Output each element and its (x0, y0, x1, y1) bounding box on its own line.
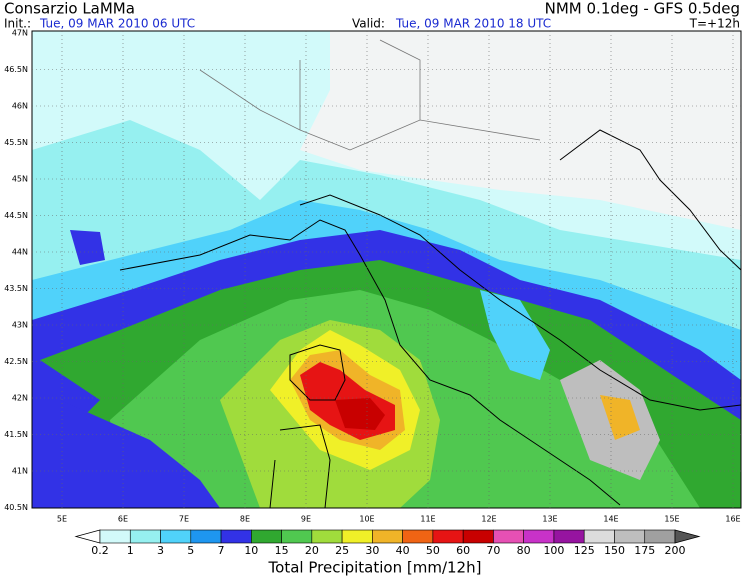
lon-label: 5E (57, 515, 67, 524)
colorbar-label: 25 (335, 544, 349, 557)
colorbar-label: 30 (365, 544, 379, 557)
colorbar-box (311, 529, 343, 544)
colorbar-box (372, 529, 403, 544)
colorbar-box (190, 529, 222, 544)
colorbar-label: 200 (665, 544, 686, 557)
lon-label: 7E (179, 515, 189, 524)
colorbar-box (281, 529, 313, 544)
valid-label: Valid: (352, 17, 385, 31)
model-name: NMM 0.1deg - GFS 0.5deg (545, 0, 740, 18)
lon-label: 12E (481, 515, 496, 524)
colorbar-label: 70 (486, 544, 500, 557)
lat-label: 44.5N (4, 211, 28, 220)
init-label: Init.: (4, 17, 31, 31)
lat-label: 43N (12, 321, 28, 330)
lat-label: 46N (12, 102, 28, 111)
colorbar-label: 15 (275, 544, 289, 557)
colorbar-box (523, 529, 555, 544)
colorbar-box (614, 529, 646, 544)
valid-time: Tue, 09 MAR 2010 18 UTC (395, 17, 551, 31)
graticule: 47N 46.5N 46N 45.5N 45N 44.5N 44N 43.5N 43N 42.5N… (4, 29, 741, 524)
center-name: Consarzio LaMMa (4, 0, 135, 18)
colorbar-label: 50 (426, 544, 440, 557)
lead-time: T=+12h (689, 17, 740, 31)
colorbar-label: 60 (456, 544, 470, 557)
precipitation-field (32, 31, 741, 508)
lon-label: 6E (118, 515, 128, 524)
colorbar-label: 175 (634, 544, 655, 557)
colorbar-label: 10 (244, 544, 258, 557)
colorbar-title: Total Precipitation [mm/12h] (268, 559, 482, 577)
lon-label: 16E (725, 515, 740, 524)
colorbar-box (220, 529, 252, 544)
lat-label: 46.5N (4, 65, 28, 74)
lat-label: 43.5N (4, 284, 28, 293)
colorbar-label: 150 (604, 544, 625, 557)
lat-label: 42N (12, 394, 28, 403)
lat-label: 40.5N (4, 503, 28, 512)
colorbar-label: 1 (127, 544, 134, 557)
lat-label: 41.5N (4, 430, 28, 439)
colorbar-label: 3 (157, 544, 164, 557)
lat-label: 44N (12, 248, 28, 257)
lon-label: 13E (542, 515, 557, 524)
lat-label: 42.5N (4, 357, 28, 366)
colorbar-box (129, 529, 161, 544)
lat-label: 45N (12, 175, 28, 184)
colorbar-label: 80 (517, 544, 531, 557)
lon-label: 8E (240, 515, 250, 524)
colorbar-box (341, 529, 373, 544)
colorbar-box (160, 529, 192, 544)
colorbar: 0.2 1 3 5 7 10 15 20 25 30 40 50 60 70 80 100 125 150 175 2… (74, 529, 701, 557)
lat-label: 45.5N (4, 138, 28, 147)
colorbar-end (674, 529, 701, 544)
colorbar-label: 0.2 (91, 544, 109, 557)
colorbar-box (493, 529, 524, 544)
colorbar-box (583, 529, 615, 544)
colorbar-end (74, 529, 101, 544)
colorbar-label: 40 (396, 544, 410, 557)
colorbar-box (251, 529, 282, 544)
init-time: Tue, 09 MAR 2010 06 UTC (39, 17, 195, 31)
colorbar-box (99, 529, 131, 544)
lat-label: 41N (12, 467, 28, 476)
colorbar-box (462, 529, 494, 544)
colorbar-label: 125 (574, 544, 595, 557)
colorbar-label: 20 (305, 544, 319, 557)
lat-label: 47N (12, 29, 28, 38)
colorbar-label: 100 (543, 544, 564, 557)
colorbar-label: 7 (218, 544, 225, 557)
colorbar-box (432, 529, 464, 544)
colorbar-box (553, 529, 585, 544)
colorbar-box (644, 529, 676, 544)
lon-label: 10E (359, 515, 374, 524)
map-frame (31, 30, 742, 509)
lon-label: 9E (301, 515, 311, 524)
lon-label: 11E (420, 515, 435, 524)
colorbar-box (402, 529, 434, 544)
colorbar-label: 5 (187, 544, 194, 557)
lon-label: 15E (664, 515, 679, 524)
lon-label: 14E (603, 515, 618, 524)
